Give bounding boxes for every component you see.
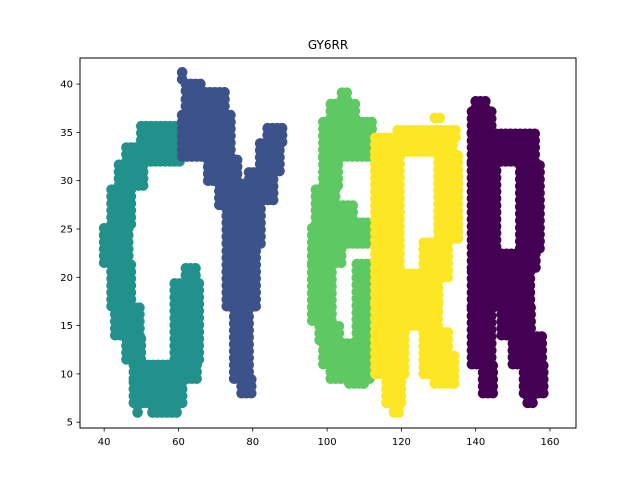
data-point — [125, 259, 137, 271]
y-tick-label: 5 — [67, 418, 73, 429]
data-point — [487, 360, 499, 371]
data-point — [134, 302, 145, 313]
data-point — [274, 138, 285, 149]
x-tick-label: 160 — [540, 437, 559, 448]
chart-title: GY6RR — [308, 38, 348, 52]
data-point — [255, 203, 266, 215]
data-point — [529, 128, 541, 140]
data-point — [485, 106, 497, 117]
data-point — [490, 158, 502, 170]
y-axis-ticks: 5 10 15 20 25 30 35 40 — [60, 80, 80, 429]
data-point — [176, 376, 188, 388]
data-point — [245, 374, 257, 385]
data-point — [333, 320, 345, 332]
data-point — [132, 400, 143, 411]
data-point — [534, 160, 545, 171]
data-point — [335, 222, 347, 234]
series-6 — [306, 87, 377, 389]
points-layer — [98, 67, 549, 418]
data-point — [358, 378, 370, 389]
y-tick-label: 10 — [60, 369, 73, 380]
data-point — [450, 125, 461, 136]
data-point — [125, 184, 137, 195]
x-tick-label: 140 — [466, 437, 485, 448]
data-point — [195, 78, 206, 90]
data-point — [525, 302, 536, 313]
data-point — [176, 67, 188, 78]
data-point — [366, 116, 377, 128]
y-tick-label: 40 — [60, 80, 73, 91]
series-g — [98, 120, 205, 418]
data-point — [530, 248, 541, 260]
data-point — [171, 400, 182, 411]
x-tick-label: 120 — [392, 437, 411, 448]
data-point — [329, 184, 341, 195]
data-point — [135, 333, 147, 344]
y-tick-label: 25 — [60, 224, 73, 235]
data-point — [190, 263, 201, 274]
data-point — [349, 98, 361, 110]
data-point — [442, 237, 454, 249]
data-point — [332, 152, 344, 164]
data-point — [347, 200, 359, 211]
data-point — [326, 260, 337, 271]
y-tick-label: 35 — [60, 128, 73, 139]
data-point — [231, 154, 243, 166]
data-point — [250, 245, 262, 257]
x-tick-label: 80 — [246, 437, 259, 448]
y-tick-label: 15 — [60, 321, 73, 332]
x-tick-label: 60 — [172, 437, 185, 448]
data-point — [432, 299, 444, 311]
data-point — [442, 327, 454, 338]
data-point — [361, 217, 373, 229]
data-point — [480, 96, 491, 107]
data-point — [341, 87, 353, 98]
data-point — [219, 87, 230, 98]
series-r1 — [370, 112, 464, 418]
data-point — [123, 222, 134, 234]
y-tick-label: 30 — [60, 176, 73, 187]
series-r2 — [466, 96, 549, 409]
x-axis-ticks: 40 60 80 100 120 140 160 — [98, 428, 560, 448]
axes-frame — [79, 57, 577, 429]
y-tick-label: 20 — [60, 273, 73, 284]
x-tick-label: 40 — [98, 437, 111, 448]
data-point — [243, 304, 254, 315]
x-tick-label: 100 — [318, 437, 337, 448]
data-point — [536, 331, 548, 342]
data-point — [394, 151, 405, 163]
data-point — [538, 360, 549, 371]
data-point — [527, 390, 538, 402]
data-point — [485, 303, 497, 315]
data-point — [137, 159, 149, 171]
data-point — [434, 112, 445, 124]
data-point — [395, 369, 407, 381]
data-point — [225, 109, 236, 121]
data-point — [448, 350, 460, 362]
data-point — [276, 122, 288, 134]
data-point — [452, 150, 464, 162]
data-point — [432, 268, 444, 280]
data-point — [393, 400, 405, 411]
data-point — [267, 167, 279, 178]
data-point — [524, 266, 536, 278]
series-y — [176, 67, 288, 399]
